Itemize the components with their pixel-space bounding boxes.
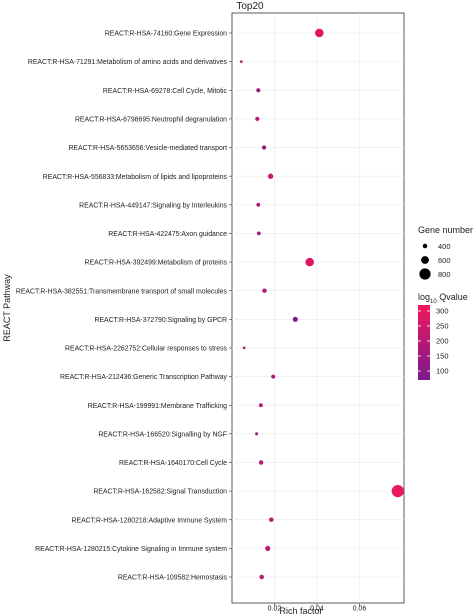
- data-point: [242, 346, 246, 350]
- data-point: [255, 432, 259, 436]
- y-tick-label: REACT:R-HSA-372790:Signaling by GPCR: [94, 317, 227, 324]
- y-tick-label: REACT:R-HSA-71291:Metabolism of amino ac…: [28, 59, 228, 66]
- y-tick-label: REACT:R-HSA-1280218:Adaptive Immune Syst…: [72, 517, 228, 524]
- y-tick-label: REACT:R-HSA-1280215:Cytokine Signaling i…: [35, 546, 227, 553]
- legend-gene-number-key: [422, 243, 428, 249]
- y-tick-label: REACT:R-HSA-6798695:Neutrophil degranula…: [75, 116, 227, 123]
- legend-gene-number-key: [419, 268, 431, 280]
- legend-qvalue-tick-label: 200: [436, 337, 449, 346]
- data-point: [239, 60, 243, 63]
- data-point: [305, 257, 314, 267]
- legend-gene-number-label: 800: [438, 270, 451, 279]
- data-point: [265, 545, 271, 551]
- y-tick-label: REACT:R-HSA-69278:Cell Cycle, Mitotic: [103, 88, 228, 95]
- y-tick-label: REACT:R-HSA-449147:Signaling by Interleu…: [79, 202, 227, 209]
- chart-title: Top20: [236, 1, 264, 12]
- legend-qvalue-tick-label: 300: [436, 307, 449, 316]
- legend-qvalue-tick-label: 150: [436, 352, 449, 361]
- data-point: [261, 145, 267, 150]
- legend-gene-number-label: 400: [438, 242, 451, 251]
- data-point: [258, 403, 263, 408]
- x-tick-label: 0.04: [310, 606, 324, 613]
- data-point: [269, 517, 274, 522]
- data-point: [271, 374, 276, 379]
- y-tick-label: REACT:R-HSA-382551:Transmembrane transpo…: [16, 288, 228, 295]
- y-tick-label: REACT:R-HSA-556833:Metabolism of lipids …: [43, 174, 228, 181]
- data-point: [292, 316, 298, 322]
- y-tick-label: REACT:R-HSA-166520:Signalling by NGF: [98, 431, 227, 438]
- x-axis-label: Rich factor: [279, 606, 322, 616]
- y-tick-label: REACT:R-HSA-74160:Gene Expression: [105, 31, 227, 38]
- legend-qvalue-tick-label: 100: [436, 367, 449, 376]
- data-point: [255, 116, 260, 121]
- legend-gene-number-label: 600: [438, 256, 451, 265]
- data-point: [262, 288, 267, 293]
- x-axis: 0.02 0.04 0.06: [268, 603, 367, 613]
- legend-gene-number-title: Gene number: [418, 225, 473, 235]
- y-tick-label: REACT:R-HSA-422475:Axon guidance: [108, 231, 227, 238]
- data-point: [315, 28, 324, 38]
- data-point: [258, 460, 264, 465]
- y-tick-label: REACT:R-HSA-212436:Generic Transcription…: [60, 374, 228, 381]
- y-tick-label: REACT:R-HSA-2262752:Cellular responses t…: [65, 346, 228, 353]
- legend-gene-number: Gene number 400 600 800: [418, 225, 473, 280]
- x-tick-label: 0.02: [268, 606, 282, 613]
- data-points: [239, 28, 404, 580]
- legend-qvalue-colorbar: [418, 305, 430, 380]
- x-tick-label: 0.06: [353, 606, 367, 613]
- y-tick-label: REACT:R-HSA-5653656:Vesicle-mediated tra…: [68, 145, 227, 152]
- data-point: [256, 231, 261, 236]
- y-tick-label: REACT:R-HSA-109582:Hemostasis: [118, 575, 228, 582]
- y-tick-label: REACT:R-HSA-1640170:Cell Cycle: [119, 460, 227, 467]
- legend-gene-number-key: [421, 256, 429, 264]
- grid: [232, 13, 404, 603]
- data-point: [267, 173, 274, 179]
- legend-qvalue-tick-label: 250: [436, 322, 449, 331]
- legend-qvalue-title: log10 Qvalue: [418, 292, 468, 305]
- y-axis: REACT:R-HSA-74160:Gene Expression REACT:R…: [16, 31, 232, 582]
- y-tick-label: REACT:R-HSA-199991:Membrane Trafficking: [88, 403, 227, 410]
- legend-qvalue: log10 Qvalue 100 150 200 250 300: [418, 292, 468, 380]
- y-tick-label: REACT:R-HSA-392499:Metabolism of protein…: [85, 260, 228, 267]
- data-point: [256, 202, 261, 207]
- y-tick-label: REACT:R-HSA-162582:Signal Transduction: [93, 489, 227, 496]
- data-point: [391, 484, 404, 498]
- data-point: [259, 574, 264, 580]
- plot-panel: [231, 12, 405, 604]
- data-point: [256, 88, 261, 93]
- y-axis-label: REACT Pathway: [2, 274, 12, 342]
